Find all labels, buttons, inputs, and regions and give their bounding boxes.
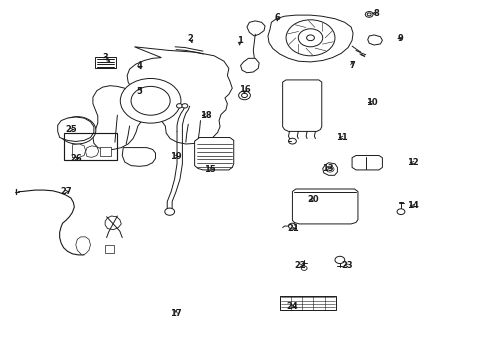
Text: 19: 19 [170,152,182,161]
Bar [100,147,111,156]
Circle shape [182,104,187,108]
Polygon shape [322,163,337,175]
Text: 11: 11 [336,133,347,142]
Circle shape [176,104,182,108]
Circle shape [365,12,372,17]
Text: 5: 5 [136,87,142,96]
Polygon shape [292,189,357,224]
Polygon shape [105,216,121,230]
Bar [105,245,114,253]
Circle shape [334,256,344,264]
Polygon shape [367,35,382,45]
Polygon shape [72,144,85,158]
Circle shape [396,209,404,215]
Circle shape [131,86,170,115]
Text: 8: 8 [373,9,379,18]
Polygon shape [246,21,264,36]
Text: 23: 23 [341,261,352,270]
Circle shape [238,91,250,100]
Polygon shape [93,47,232,149]
Bar [95,57,116,68]
Polygon shape [267,15,352,62]
Text: 26: 26 [70,154,81,163]
Circle shape [301,266,306,270]
Polygon shape [76,237,90,255]
Text: 13: 13 [321,163,333,172]
Text: 4: 4 [136,61,142,71]
Text: 2: 2 [187,34,193,43]
Bar [279,296,335,310]
Circle shape [59,117,96,144]
Text: 12: 12 [407,158,418,167]
Text: 10: 10 [365,98,377,107]
Polygon shape [194,138,233,170]
Polygon shape [58,117,94,141]
Polygon shape [85,146,99,157]
Text: 1: 1 [236,36,242,45]
Text: 21: 21 [287,224,299,233]
Circle shape [325,166,333,172]
Text: 14: 14 [407,202,418,210]
Circle shape [306,35,314,41]
Text: 20: 20 [306,195,318,204]
Text: 22: 22 [294,261,306,270]
Text: 15: 15 [204,165,216,174]
Text: 25: 25 [65,125,77,134]
Text: 24: 24 [286,302,298,311]
Polygon shape [351,156,382,170]
Text: 6: 6 [274,13,280,22]
Circle shape [65,121,89,139]
Text: 7: 7 [348,61,354,70]
Circle shape [366,13,370,16]
Text: 27: 27 [60,187,72,196]
Polygon shape [282,80,321,131]
Polygon shape [122,148,155,166]
Text: 9: 9 [397,34,403,43]
Circle shape [288,223,296,229]
Polygon shape [240,58,259,73]
Circle shape [164,208,174,215]
Text: 16: 16 [238,85,250,94]
Text: 18: 18 [199,111,211,120]
Text: 17: 17 [170,309,182,318]
Circle shape [288,138,296,144]
Circle shape [298,29,322,47]
Circle shape [120,78,181,123]
Circle shape [285,20,334,56]
Text: 3: 3 [102,53,108,62]
Circle shape [72,127,82,134]
Bar [63,133,117,160]
Circle shape [241,93,247,98]
